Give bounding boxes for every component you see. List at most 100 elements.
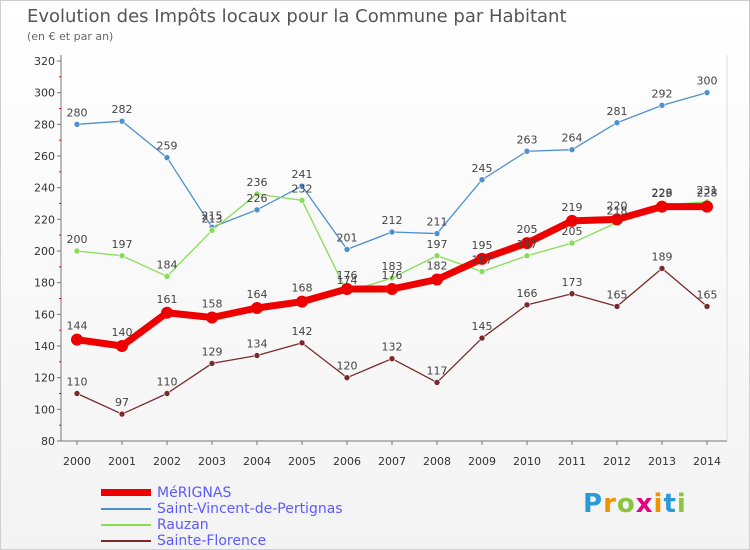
chart-subtitle: (en € et par an) [27,30,114,43]
x-tick-label: 2004 [243,455,271,468]
y-tick-label: 320 [34,55,55,68]
legend-item-rauzan: Rauzan [101,517,421,533]
y-tick-label: 180 [34,277,55,290]
legend-swatch-saint-vincent [101,508,151,510]
x-tick-label: 2006 [333,455,361,468]
data-label: 129 [202,345,223,358]
data-point [521,237,533,250]
y-tick-label: 160 [34,308,55,321]
legend-swatch-sainte-florence [101,540,151,542]
data-point [568,146,576,153]
legend: MéRIGNAS Saint-Vincent-de-Pertignas Rauz… [101,485,421,549]
data-point [613,119,621,127]
data-label: 231 [697,184,718,197]
data-label: 110 [67,376,88,389]
legend-label: Saint-Vincent-de-Pertignas [157,501,343,517]
data-label: 200 [67,233,88,246]
data-label: 134 [247,338,268,351]
data-label: 226 [247,192,268,205]
data-label: 300 [697,75,718,88]
data-point [478,334,486,342]
data-label: 168 [292,282,313,295]
y-tick-label: 80 [41,435,55,448]
data-point [701,200,713,213]
data-label: 264 [562,132,583,145]
data-point [656,200,668,213]
data-point [296,295,308,308]
data-point [523,147,531,155]
y-tick-label: 240 [34,182,55,195]
data-label: 132 [382,341,403,354]
data-point [433,379,441,386]
data-label: 219 [562,201,583,214]
x-tick-label: 2014 [693,455,721,468]
data-label: 195 [472,239,493,252]
data-point [73,390,81,397]
legend-label: Sainte-Florence [157,533,267,549]
data-label: 187 [472,254,493,267]
y-tick-label: 100 [34,403,55,416]
data-point [298,197,306,204]
data-label: 228 [697,187,718,200]
y-tick-label: 260 [34,150,55,163]
data-label: 197 [427,238,448,251]
data-point [118,410,126,418]
data-point [163,273,171,280]
data-label: 165 [607,288,628,301]
data-label: 229 [652,187,673,200]
x-tick-label: 2009 [468,455,496,468]
data-label: 236 [247,176,268,189]
data-label: 201 [337,231,358,244]
data-label: 120 [337,360,358,373]
data-point [73,121,81,128]
legend-label: MéRIGNAS [157,485,232,501]
x-tick-label: 2002 [153,455,181,468]
data-point [703,303,711,310]
data-label: 245 [472,162,493,175]
data-label: 166 [517,287,538,300]
data-label: 176 [382,269,403,282]
data-label: 161 [157,293,178,306]
data-point [253,190,261,198]
data-label: 241 [292,168,313,181]
data-label: 183 [382,260,403,273]
data-point [478,268,486,275]
data-point [208,227,216,234]
data-point [73,247,81,255]
data-label: 205 [517,223,538,236]
data-label: 176 [337,269,358,282]
data-label: 189 [652,250,673,263]
data-label: 211 [427,216,448,229]
proxiti-logo: Proxiti [583,489,687,519]
data-label: 145 [472,320,493,333]
data-point [208,360,216,367]
data-point [613,303,621,310]
data-point [568,290,576,298]
chart-title: Evolution des Impôts locaux pour la Comm… [27,6,567,27]
data-point [343,246,351,253]
x-tick-label: 2012 [603,455,631,468]
y-tick-label: 200 [34,245,55,258]
x-tick-label: 2000 [63,455,91,468]
legend-label: Rauzan [157,517,209,533]
data-point [386,283,398,295]
x-tick-label: 2001 [108,455,136,468]
data-point [431,273,443,286]
data-label: 282 [112,103,133,116]
data-label: 173 [562,276,583,289]
y-tick-label: 140 [34,340,55,353]
data-label: 218 [607,205,628,218]
x-tick-label: 2013 [648,455,676,468]
data-point [341,283,353,295]
x-tick-label: 2005 [288,455,316,468]
data-point [388,355,396,362]
data-point [523,252,531,260]
data-point [658,265,666,272]
legend-swatch-rauzan [101,524,151,526]
data-label: 215 [202,209,223,222]
data-point [611,213,623,226]
data-point [566,214,578,227]
data-label: 281 [607,105,628,118]
data-label: 212 [382,214,403,227]
